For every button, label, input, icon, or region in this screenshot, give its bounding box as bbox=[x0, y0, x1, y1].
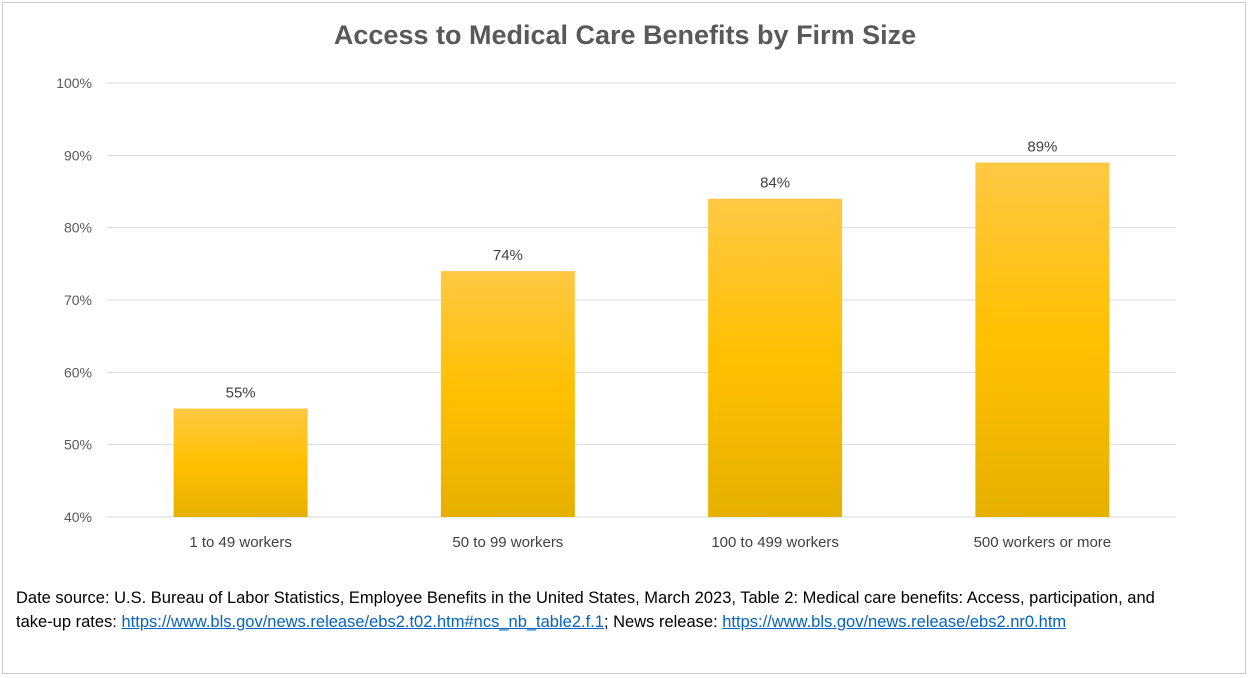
x-category-label: 1 to 49 workers bbox=[189, 534, 292, 551]
bar-chart: 40% 50% 60% 70% 80% 90% 100% 55% 74% 84% 89% 1 to… bbox=[56, 75, 1176, 551]
x-axis-categories: 1 to 49 workers 50 to 99 workers 100 to 49… bbox=[189, 534, 1111, 551]
x-category-label: 500 workers or more bbox=[974, 534, 1112, 551]
data-labels: 55% 74% 84% 89% bbox=[226, 139, 1058, 402]
x-category-label: 50 to 99 workers bbox=[452, 534, 563, 551]
bar bbox=[440, 271, 575, 517]
y-tick-label: 70% bbox=[64, 292, 92, 308]
y-tick-label: 80% bbox=[64, 220, 92, 236]
bar bbox=[173, 408, 308, 517]
bars bbox=[173, 162, 1110, 518]
data-label: 55% bbox=[226, 385, 256, 402]
y-axis-ticks: 40% 50% 60% 70% 80% 90% 100% bbox=[56, 75, 92, 525]
source-note: Date source: U.S. Bureau of Labor Statis… bbox=[16, 586, 1196, 634]
y-tick-label: 40% bbox=[64, 509, 92, 525]
y-tick-label: 60% bbox=[64, 364, 92, 380]
y-tick-label: 100% bbox=[56, 75, 92, 91]
bar bbox=[975, 162, 1110, 518]
data-label: 89% bbox=[1027, 139, 1057, 156]
chart-title: Access to Medical Care Benefits by Firm … bbox=[333, 20, 917, 50]
data-label: 84% bbox=[760, 175, 790, 192]
y-tick-label: 50% bbox=[64, 437, 92, 453]
bar bbox=[708, 198, 843, 517]
source-link-table[interactable]: https://www.bls.gov/news.release/ebs2.t0… bbox=[121, 613, 604, 631]
data-label: 74% bbox=[493, 247, 523, 264]
y-tick-label: 90% bbox=[64, 147, 92, 163]
source-text-2: ; News release: bbox=[603, 613, 723, 631]
source-text-1: Date source: U.S. Bureau of Labor Statis… bbox=[16, 589, 1155, 631]
source-link-news-release[interactable]: https://www.bls.gov/news.release/ebs2.nr… bbox=[722, 613, 1067, 631]
x-category-label: 100 to 499 workers bbox=[711, 534, 839, 551]
